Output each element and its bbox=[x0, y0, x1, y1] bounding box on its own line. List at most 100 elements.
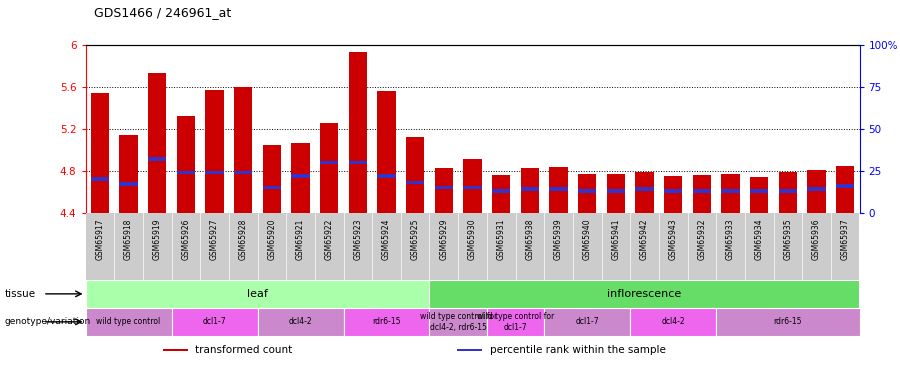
Bar bbox=[549, 188, 568, 191]
Bar bbox=[320, 160, 338, 164]
Text: GSM65938: GSM65938 bbox=[526, 218, 535, 259]
Bar bbox=[520, 188, 539, 191]
Text: GSM65926: GSM65926 bbox=[181, 218, 190, 259]
Bar bbox=[148, 73, 166, 213]
Bar bbox=[578, 174, 597, 213]
Bar bbox=[119, 182, 138, 186]
Text: GSM65941: GSM65941 bbox=[611, 218, 620, 259]
Bar bbox=[544, 308, 630, 336]
Text: GSM65931: GSM65931 bbox=[497, 218, 506, 259]
Bar bbox=[176, 116, 195, 213]
Text: transformed count: transformed count bbox=[195, 345, 292, 355]
Text: genotype/variation: genotype/variation bbox=[4, 317, 91, 326]
Bar bbox=[721, 189, 740, 193]
Bar bbox=[457, 349, 482, 351]
Bar bbox=[205, 90, 224, 213]
Text: GSM65928: GSM65928 bbox=[238, 218, 248, 259]
Bar bbox=[91, 93, 109, 213]
Bar bbox=[163, 349, 188, 351]
Text: GSM65932: GSM65932 bbox=[698, 218, 706, 259]
Text: GSM65918: GSM65918 bbox=[124, 218, 133, 259]
Bar bbox=[377, 91, 396, 213]
Text: dcl4-2: dcl4-2 bbox=[662, 317, 685, 326]
Bar bbox=[607, 174, 625, 213]
Text: GSM65922: GSM65922 bbox=[325, 218, 334, 259]
Bar bbox=[692, 175, 711, 213]
Text: GSM65930: GSM65930 bbox=[468, 218, 477, 260]
Text: GSM65925: GSM65925 bbox=[410, 218, 419, 259]
Bar bbox=[91, 177, 109, 181]
Bar bbox=[464, 186, 482, 189]
Bar bbox=[429, 280, 860, 308]
Bar bbox=[435, 186, 453, 189]
Bar bbox=[491, 175, 510, 213]
Bar bbox=[491, 189, 510, 193]
Bar bbox=[836, 166, 854, 213]
Bar bbox=[348, 160, 367, 164]
Text: GSM65939: GSM65939 bbox=[554, 218, 563, 260]
Bar bbox=[549, 166, 568, 213]
Bar bbox=[435, 168, 453, 213]
Bar bbox=[263, 145, 281, 213]
Text: GSM65937: GSM65937 bbox=[841, 218, 850, 260]
Bar bbox=[778, 189, 797, 193]
Bar bbox=[716, 308, 860, 336]
Text: wild type control for
dcl1-7: wild type control for dcl1-7 bbox=[477, 312, 554, 332]
Bar bbox=[320, 123, 338, 213]
Bar bbox=[520, 168, 539, 213]
Bar bbox=[176, 171, 195, 174]
Bar bbox=[578, 189, 597, 193]
Bar bbox=[807, 170, 826, 213]
Bar bbox=[86, 280, 429, 308]
Text: leaf: leaf bbox=[248, 289, 268, 299]
Text: dcl4-2: dcl4-2 bbox=[289, 317, 312, 326]
Text: GSM65929: GSM65929 bbox=[439, 218, 448, 259]
Bar bbox=[836, 184, 854, 188]
Bar bbox=[148, 157, 166, 161]
Text: GSM65923: GSM65923 bbox=[354, 218, 363, 259]
Bar bbox=[119, 135, 138, 213]
Bar bbox=[807, 188, 826, 191]
Text: GSM65927: GSM65927 bbox=[210, 218, 219, 259]
Text: GSM65934: GSM65934 bbox=[755, 218, 764, 260]
Bar bbox=[205, 171, 224, 174]
Bar bbox=[664, 189, 682, 193]
Text: rdr6-15: rdr6-15 bbox=[774, 317, 802, 326]
Bar bbox=[630, 308, 716, 336]
Bar bbox=[464, 159, 482, 213]
Text: GSM65924: GSM65924 bbox=[382, 218, 391, 259]
Bar bbox=[607, 189, 625, 193]
Bar bbox=[86, 308, 172, 336]
Text: GSM65933: GSM65933 bbox=[726, 218, 735, 260]
Bar bbox=[429, 308, 487, 336]
Bar bbox=[263, 186, 281, 189]
Text: GSM65920: GSM65920 bbox=[267, 218, 276, 259]
Bar bbox=[348, 53, 367, 213]
Bar bbox=[257, 308, 344, 336]
Text: GDS1466 / 246961_at: GDS1466 / 246961_at bbox=[94, 6, 232, 19]
Text: inflorescence: inflorescence bbox=[608, 289, 681, 299]
Text: wild type control for
dcl4-2, rdr6-15: wild type control for dcl4-2, rdr6-15 bbox=[419, 312, 497, 332]
Bar bbox=[234, 171, 253, 174]
Bar bbox=[635, 188, 653, 191]
Text: percentile rank within the sample: percentile rank within the sample bbox=[490, 345, 665, 355]
Text: GSM65919: GSM65919 bbox=[153, 218, 162, 259]
Bar bbox=[406, 181, 425, 184]
Text: GSM65917: GSM65917 bbox=[95, 218, 104, 259]
Text: tissue: tissue bbox=[4, 289, 36, 299]
Text: GSM65936: GSM65936 bbox=[812, 218, 821, 260]
Bar bbox=[377, 174, 396, 178]
Bar bbox=[635, 172, 653, 213]
Bar bbox=[172, 308, 257, 336]
Bar bbox=[750, 189, 769, 193]
Bar bbox=[721, 174, 740, 213]
Bar bbox=[292, 174, 310, 178]
Bar bbox=[234, 87, 253, 213]
Bar bbox=[664, 176, 682, 213]
Text: GSM65935: GSM65935 bbox=[783, 218, 792, 260]
Bar bbox=[487, 308, 544, 336]
Bar bbox=[344, 308, 429, 336]
Text: wild type control: wild type control bbox=[96, 317, 160, 326]
Bar bbox=[692, 189, 711, 193]
Text: GSM65940: GSM65940 bbox=[582, 218, 591, 260]
